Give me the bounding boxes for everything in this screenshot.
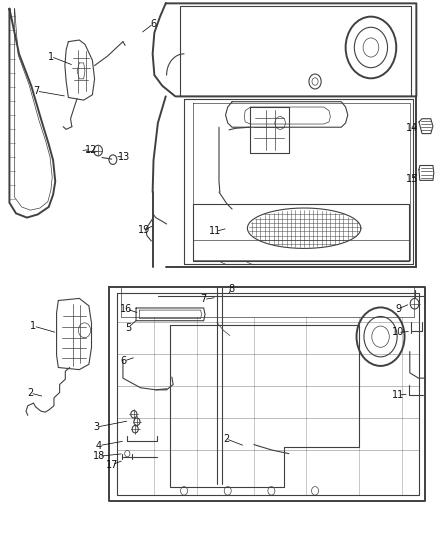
Text: 3: 3 <box>94 422 100 432</box>
Text: 13: 13 <box>118 152 130 162</box>
Text: 19: 19 <box>138 225 150 236</box>
Text: 2: 2 <box>27 388 34 398</box>
Text: 5: 5 <box>125 322 131 333</box>
Text: 10: 10 <box>392 327 404 337</box>
Text: 11: 11 <box>209 227 222 237</box>
Text: 9: 9 <box>395 304 401 314</box>
Text: 7: 7 <box>33 86 39 96</box>
Text: 12: 12 <box>85 144 98 155</box>
Text: 8: 8 <box>228 284 234 294</box>
Text: 6: 6 <box>121 356 127 366</box>
Text: 14: 14 <box>406 123 418 133</box>
Text: 1: 1 <box>30 321 36 331</box>
Text: 17: 17 <box>106 460 118 470</box>
Text: 15: 15 <box>406 174 418 184</box>
Text: 4: 4 <box>96 441 102 451</box>
Text: 11: 11 <box>392 390 404 400</box>
Text: 7: 7 <box>201 294 207 304</box>
Text: 1: 1 <box>48 52 54 61</box>
Text: 2: 2 <box>223 434 229 444</box>
Text: 6: 6 <box>150 19 156 29</box>
Text: 18: 18 <box>93 451 105 461</box>
Text: 16: 16 <box>120 304 133 314</box>
